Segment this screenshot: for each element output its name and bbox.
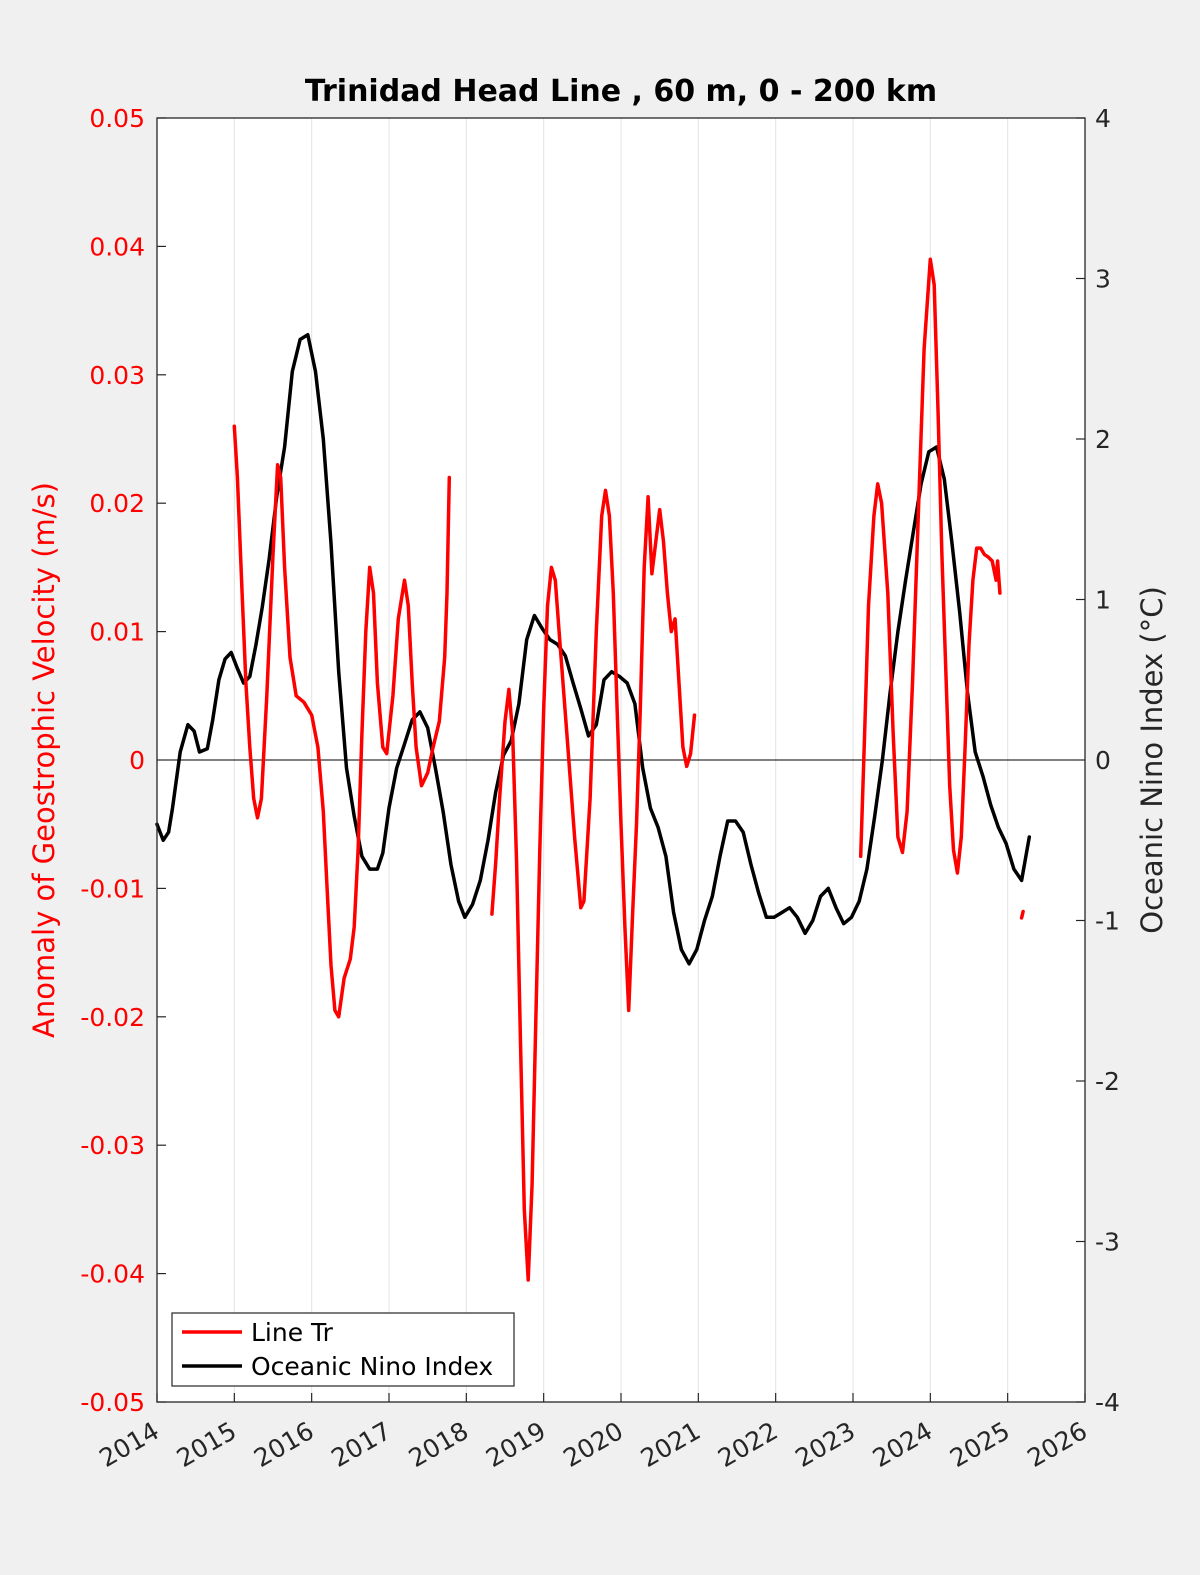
y-right-tick-label: -4 <box>1095 1388 1120 1417</box>
y-right-tick-label: 0 <box>1095 746 1111 775</box>
legend-label-oni: Oceanic Nino Index <box>251 1352 493 1381</box>
y-right-tick-label: 2 <box>1095 425 1111 454</box>
y-left-tick-label: 0.04 <box>89 232 145 261</box>
y-right-tick-label: 4 <box>1095 104 1111 133</box>
y-left-tick-label: -0.04 <box>80 1260 145 1289</box>
y-left-tick-label: 0.03 <box>89 361 145 390</box>
y-left-tick-label: 0.01 <box>89 618 145 647</box>
y-left-tick-label: 0.05 <box>89 104 145 133</box>
y-axis-right-label: Oceanic Nino Index (°C) <box>1135 586 1169 934</box>
legend-label-line-tr: Line Tr <box>251 1318 334 1347</box>
series-line-tr-segment-1 <box>490 488 697 1282</box>
y-left-tick-label: 0.02 <box>89 489 145 518</box>
series-line-tr-segment-2 <box>858 257 1002 875</box>
y-right-tick-label: 3 <box>1095 265 1111 294</box>
y-right-tick-label: -2 <box>1095 1067 1120 1096</box>
y-left-tick-label: -0.01 <box>80 874 145 903</box>
y-left-tick-label: -0.02 <box>80 1003 145 1032</box>
y-right-tick-label: -1 <box>1095 907 1120 936</box>
legend-box <box>171 1312 515 1387</box>
y-left-tick-label: -0.03 <box>80 1131 145 1160</box>
legend: Line Tr Oceanic Nino Index <box>171 1312 515 1387</box>
series-line-tr-segment-0 <box>232 424 452 1019</box>
y-right-tick-label: 1 <box>1095 586 1111 615</box>
chart-title: Trinidad Head Line , 60 m, 0 - 200 km <box>305 74 937 109</box>
y-left-tick-label: -0.05 <box>80 1388 145 1417</box>
series-line-tr-segment-3 <box>1019 909 1025 920</box>
y-right-tick-label: -3 <box>1095 1228 1120 1257</box>
y-axis-left-label: Anomaly of Geostrophic Velocity (m/s) <box>27 482 61 1038</box>
y-left-tick-label: 0 <box>129 746 145 775</box>
series-layer <box>155 257 1032 1282</box>
